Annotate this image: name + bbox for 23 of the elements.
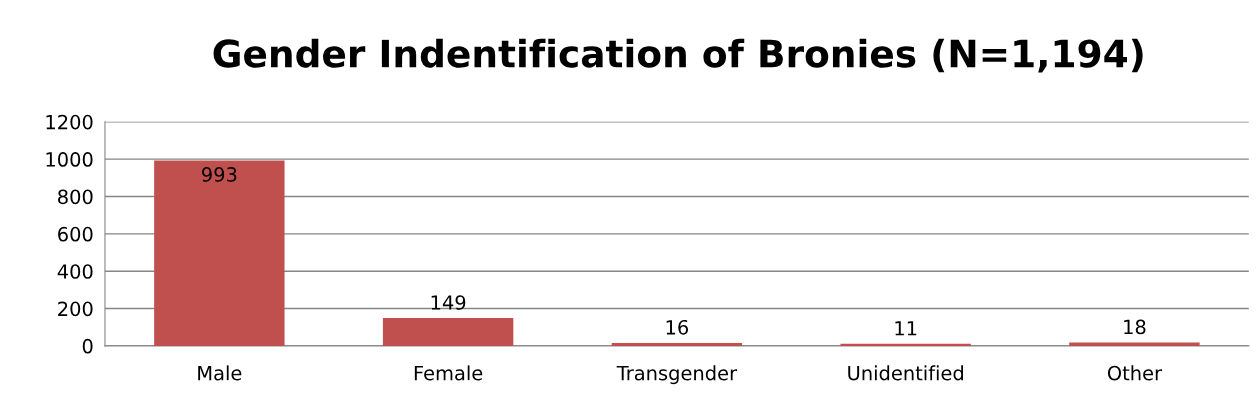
y-tick-label: 1200: [46, 114, 93, 130]
data-label: 993: [202, 167, 237, 182]
data-label: 16: [666, 319, 689, 335]
y-tick-label: 200: [58, 301, 93, 317]
x-tick-label: Female: [414, 365, 483, 381]
y-tick-label: 800: [58, 189, 93, 205]
bar: [611, 342, 743, 346]
y-tick-label: 0: [82, 338, 93, 354]
data-label: 11: [895, 321, 917, 336]
y-tick-label: 600: [58, 226, 93, 242]
bar: [382, 318, 514, 346]
bar: [154, 160, 285, 346]
x-tick-label: Other: [1107, 365, 1163, 381]
data-label: 18: [1124, 319, 1146, 335]
x-tick-label: Male: [198, 365, 242, 381]
data-label: 149: [431, 295, 466, 310]
bar: [1069, 342, 1200, 346]
x-tick-label: Transgender: [616, 365, 738, 385]
x-tick-label: Unidentified: [848, 365, 963, 381]
y-tick-label: 1000: [46, 152, 93, 167]
chart-title: Gender Indentification of Bronies (N=1,194): [213, 38, 1143, 73]
y-tick-label: 400: [57, 264, 93, 279]
bar: [840, 343, 971, 346]
